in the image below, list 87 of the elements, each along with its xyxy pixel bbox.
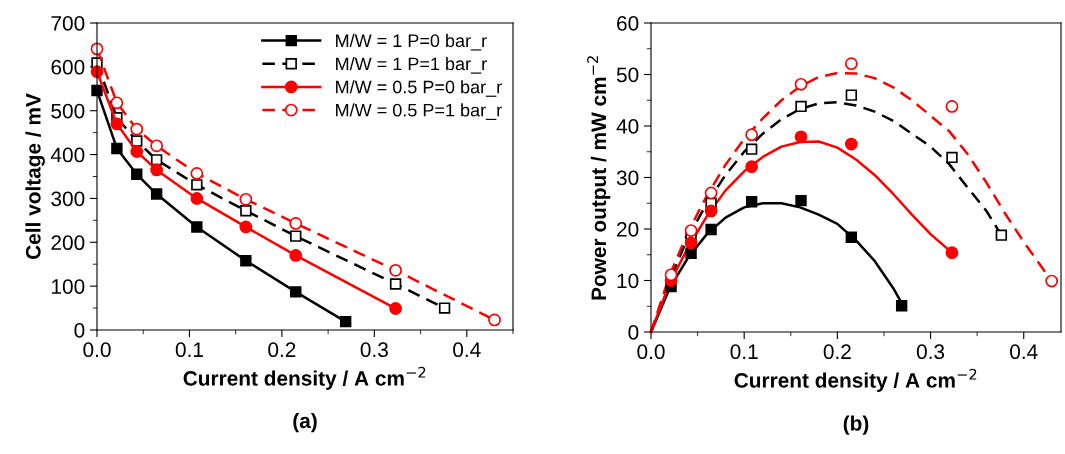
point: [946, 151, 958, 164]
point: [131, 168, 143, 181]
point: [389, 263, 402, 277]
text: (b): [843, 415, 869, 435]
point: [239, 192, 253, 206]
x-tick-label: 0.4: [453, 342, 481, 358]
y-tick-label: 20: [617, 222, 639, 237]
y-tick-label: 30: [616, 170, 639, 186]
point: [845, 89, 858, 101]
y-tick-label: 0: [74, 323, 85, 338]
text: (a): [293, 412, 317, 433]
y-tick-label: 10: [617, 273, 639, 289]
point: [488, 313, 501, 327]
y-tick-label: 60: [617, 16, 639, 31]
x-tick-label: 0.0: [83, 342, 111, 358]
point: [685, 247, 697, 259]
point: [664, 268, 678, 282]
point: [745, 196, 758, 208]
x-tick-label: 0.1: [730, 344, 758, 360]
point: [150, 163, 164, 177]
x-tick-label: 0.3: [360, 342, 388, 358]
point: [945, 100, 959, 113]
point: [1045, 274, 1059, 288]
point: [794, 77, 808, 91]
x-tick-label: 0.1: [175, 342, 203, 358]
point: [110, 117, 124, 131]
x-tick-label: 0.0: [637, 344, 665, 360]
point: [745, 160, 759, 174]
x-tick-label: 0.2: [268, 342, 296, 358]
y-tick-label: 600: [51, 59, 85, 75]
y-tick-label: 400: [50, 147, 85, 163]
point: [290, 230, 302, 242]
point: [438, 302, 451, 314]
legend-label: M/W = 1 P=0 bar_r: [336, 33, 487, 51]
y-axis-title: Power output / mW cm$^{−2}$: [587, 56, 611, 300]
x-tick-label: 0.2: [823, 344, 851, 360]
point: [844, 137, 858, 151]
point: [111, 142, 123, 155]
point: [290, 286, 302, 298]
legend-label: M/W = 1 P=1 bar_r: [336, 56, 487, 74]
point: [389, 278, 402, 290]
point: [794, 130, 808, 144]
point: [190, 192, 204, 205]
point: [704, 186, 718, 200]
point: [110, 96, 124, 110]
point: [745, 143, 758, 155]
y-tick-label: 40: [616, 119, 639, 134]
point: [745, 128, 759, 142]
y-tick-label: 200: [51, 235, 85, 251]
x-axis-title: Current density / A cm$^{−2}$: [183, 366, 426, 390]
point: [191, 221, 203, 233]
x-tick-label: 0.3: [916, 344, 945, 360]
point: [240, 205, 252, 217]
y-tick-label: 50: [616, 67, 639, 83]
point: [684, 224, 698, 237]
point: [845, 231, 858, 243]
point: [844, 57, 858, 71]
y-tick-label: 0: [628, 325, 639, 340]
point: [895, 300, 908, 312]
x-tick-label: 0.4: [1010, 344, 1038, 360]
point: [190, 167, 204, 180]
point: [704, 204, 718, 218]
point: [191, 179, 203, 191]
point: [239, 220, 253, 234]
y-tick-label: 500: [51, 103, 85, 119]
point: [705, 223, 717, 236]
point: [339, 315, 352, 328]
point: [795, 100, 807, 113]
point: [995, 229, 1008, 241]
point: [130, 145, 144, 158]
point: [150, 188, 163, 200]
point: [684, 236, 698, 250]
point: [150, 139, 164, 153]
x-axis-title: Current density / A cm$^{−2}$: [734, 368, 977, 392]
point: [389, 302, 402, 315]
y-tick-label: 300: [51, 191, 85, 207]
point: [130, 122, 144, 136]
point: [289, 217, 303, 230]
point: [795, 194, 807, 207]
legend-label: M/W = 0.5 P=1 bar_r: [336, 103, 502, 120]
y-tick-label: 700: [51, 16, 85, 31]
point: [945, 246, 959, 260]
point: [240, 255, 252, 267]
point: [289, 249, 303, 262]
legend-label: M/W = 0.5 P=0 bar_r: [336, 80, 502, 97]
y-axis-title: Cell voltage / mV: [25, 93, 45, 259]
y-tick-label: 100: [52, 279, 85, 294]
